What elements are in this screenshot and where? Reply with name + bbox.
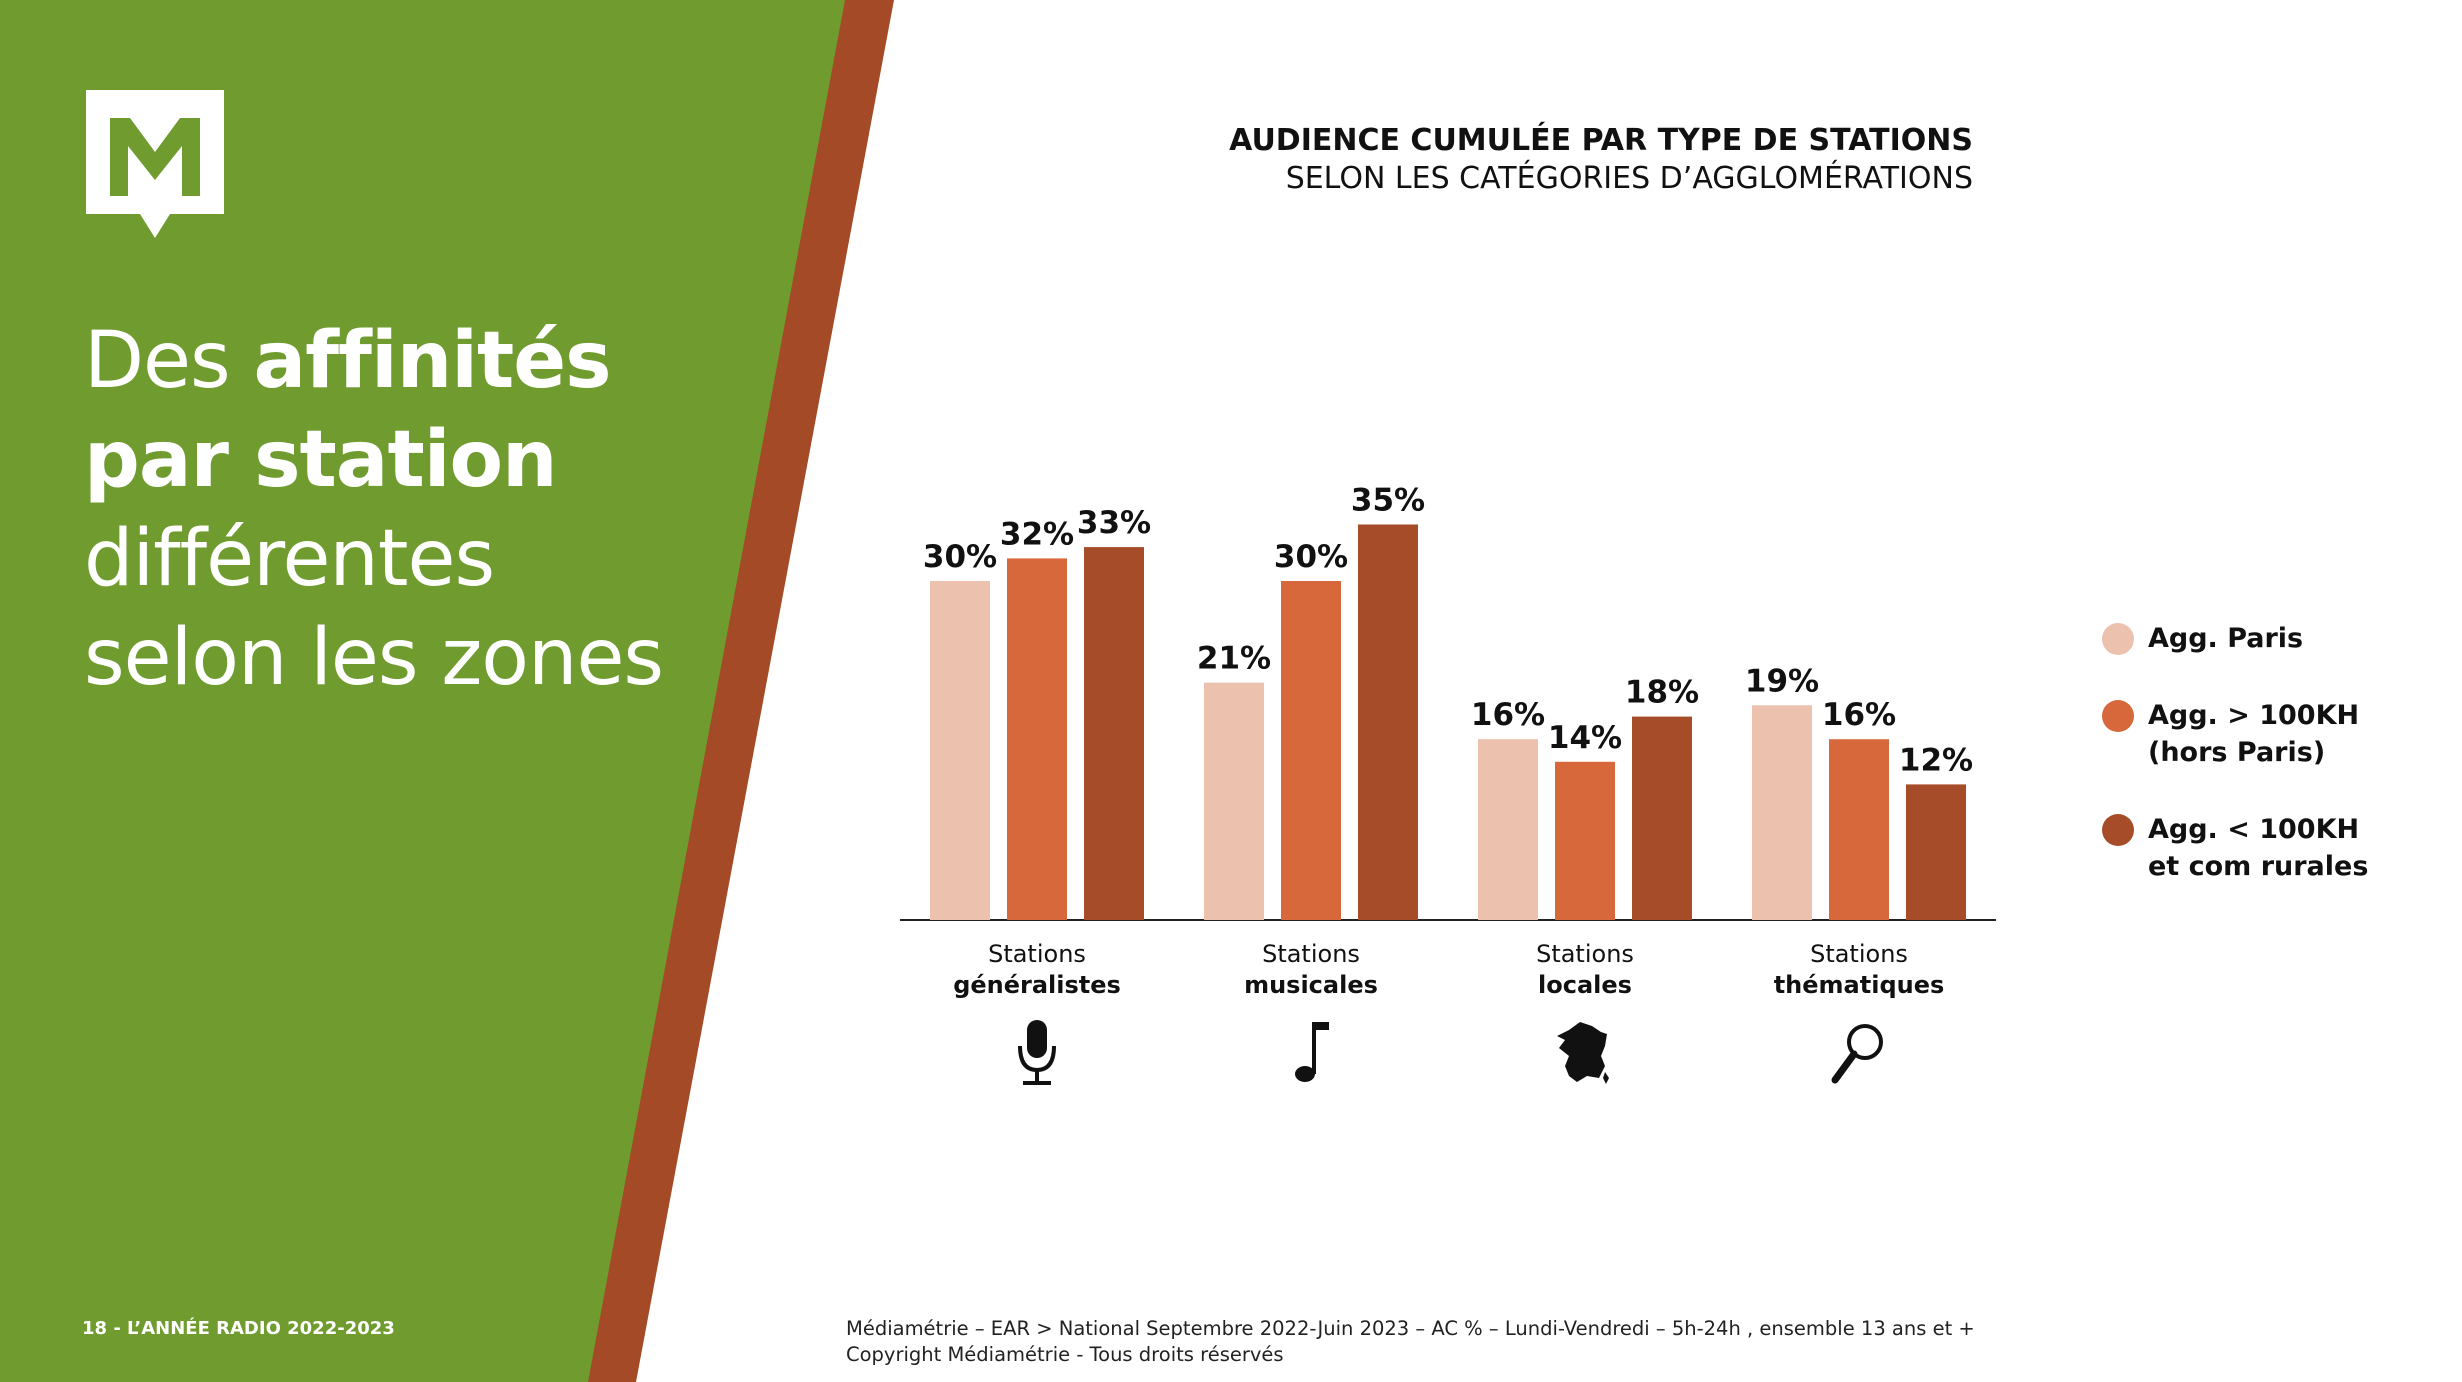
headline-line4: selon les zones [84, 613, 664, 703]
bar-thematiques-series-1 [1752, 705, 1812, 920]
legend-item-paris: Agg. Paris [2102, 620, 2442, 657]
legend-label-large-agglomerations: Agg. > 100KH (hors Paris) [2148, 700, 2360, 768]
magnifier-icon [1831, 1024, 1883, 1084]
category-label-thematiques-line1: Stations [1810, 940, 1908, 968]
chart-title-line1: AUDIENCE CUMULÉE PAR TYPE DE STATIONS [1229, 123, 1973, 158]
france-map-icon [1557, 1022, 1609, 1084]
bar-locales-series-3 [1632, 716, 1692, 920]
bar-chart: 30%32% 33%Stationsgénéralistes21%30%35%St… [900, 483, 1996, 1085]
chart-title: AUDIENCE CUMULÉE PAR TYPE DE STATIONS SE… [1229, 122, 1973, 198]
bar-locales-series-2 [1555, 761, 1615, 920]
data-label-generalistes-series-1: 30% [923, 539, 997, 575]
bar-generalistes-series-1 [930, 581, 990, 920]
category-label-locales-line1: Stations [1536, 940, 1634, 968]
microphone-icon [1018, 1020, 1056, 1085]
chart-legend: Agg. Paris Agg. > 100KH (hors Paris) Agg… [2102, 620, 2442, 925]
category-label-generalistes-line2: généralistes [953, 971, 1121, 999]
category-label-thematiques-line2: thématiques [1774, 971, 1945, 999]
source-note: Médiamétrie – EAR > National Septembre 2… [846, 1316, 1975, 1368]
legend-label-small-agglomerations: Agg. < 100KH et com rurales [2148, 814, 2369, 882]
headline-line2: par station [84, 415, 558, 505]
bar-thematiques-series-2 [1829, 739, 1889, 920]
category-label-locales-line2: locales [1538, 971, 1632, 999]
bar-generalistes-series-3 [1084, 547, 1144, 920]
data-label-locales-series-1: 16% [1471, 697, 1545, 733]
source-line-2: Copyright Médiamétrie - Tous droits rése… [846, 1343, 1284, 1366]
data-label-musicales-series-1: 21% [1197, 641, 1271, 677]
headline-line1-normal: Des [84, 316, 254, 406]
headline: Des affinités par station différentes se… [84, 312, 764, 708]
legend-item-small-agglomerations: Agg. < 100KH et com rurales [2102, 811, 2442, 885]
page-label: 18 - L’ANNÉE RADIO 2022-2023 [82, 1318, 395, 1339]
legend-swatch-paris [2102, 623, 2134, 655]
data-label-locales-series-2: 14% [1548, 720, 1622, 756]
data-label-generalistes-series-2: 32% [1000, 516, 1074, 552]
data-label-thematiques-series-3: 12% [1899, 742, 1973, 778]
data-label-generalistes-series-3: 33% [1077, 505, 1151, 541]
legend-label-paris: Agg. Paris [2148, 623, 2304, 654]
legend-swatch-large-agglomerations [2102, 700, 2134, 732]
category-label-musicales-line2: musicales [1244, 971, 1378, 999]
data-label-locales-series-3: 18% [1625, 675, 1699, 711]
bar-locales-series-1 [1478, 739, 1538, 920]
bar-musicales-series-2 [1281, 581, 1341, 920]
music-note-icon [1295, 1022, 1329, 1082]
headline-line3: différentes [84, 514, 495, 604]
bar-generalistes-series-2 [1007, 558, 1067, 920]
data-label-musicales-series-3: 35% [1351, 483, 1425, 519]
headline-line1-bold: affinités [253, 316, 611, 406]
chart-title-line2: SELON LES CATÉGORIES D’AGGLOMÉRATIONS [1285, 161, 1973, 196]
category-label-generalistes-line1: Stations [988, 940, 1086, 968]
bar-musicales-series-1 [1204, 682, 1264, 920]
data-label-musicales-series-2: 30% [1274, 539, 1348, 575]
legend-swatch-small-agglomerations [2102, 814, 2134, 846]
data-label-thematiques-series-1: 19% [1745, 663, 1819, 699]
bar-thematiques-series-3 [1906, 784, 1966, 920]
mediametrie-logo-icon [86, 90, 224, 238]
green-panel [0, 0, 845, 1382]
data-label-thematiques-series-2: 16% [1822, 697, 1896, 733]
bar-musicales-series-3 [1358, 524, 1418, 920]
source-line-1: Médiamétrie – EAR > National Septembre 2… [846, 1317, 1975, 1340]
category-label-musicales-line1: Stations [1262, 940, 1360, 968]
legend-item-large-agglomerations: Agg. > 100KH (hors Paris) [2102, 697, 2442, 771]
